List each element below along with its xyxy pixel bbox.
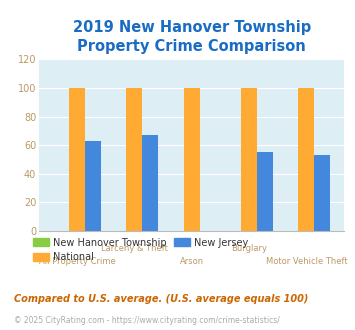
Bar	[126, 88, 142, 231]
Title: 2019 New Hanover Township
Property Crime Comparison: 2019 New Hanover Township Property Crime…	[72, 20, 311, 54]
Legend: New Hanover Township, National, New Jersey: New Hanover Township, National, New Jers…	[33, 238, 248, 262]
Text: Arson: Arson	[180, 257, 204, 266]
Bar	[142, 135, 158, 231]
Text: Larceny & Theft: Larceny & Theft	[101, 244, 168, 253]
Text: Burglary: Burglary	[231, 244, 267, 253]
Bar	[184, 88, 200, 231]
Bar	[315, 155, 331, 231]
Bar	[69, 88, 85, 231]
Bar	[85, 141, 101, 231]
Text: © 2025 CityRating.com - https://www.cityrating.com/crime-statistics/: © 2025 CityRating.com - https://www.city…	[14, 316, 280, 325]
Bar	[298, 88, 315, 231]
Bar	[241, 88, 257, 231]
Bar	[257, 152, 273, 231]
Text: Compared to U.S. average. (U.S. average equals 100): Compared to U.S. average. (U.S. average …	[14, 294, 308, 304]
Text: Motor Vehicle Theft: Motor Vehicle Theft	[266, 257, 347, 266]
Text: All Property Crime: All Property Crime	[39, 257, 115, 266]
